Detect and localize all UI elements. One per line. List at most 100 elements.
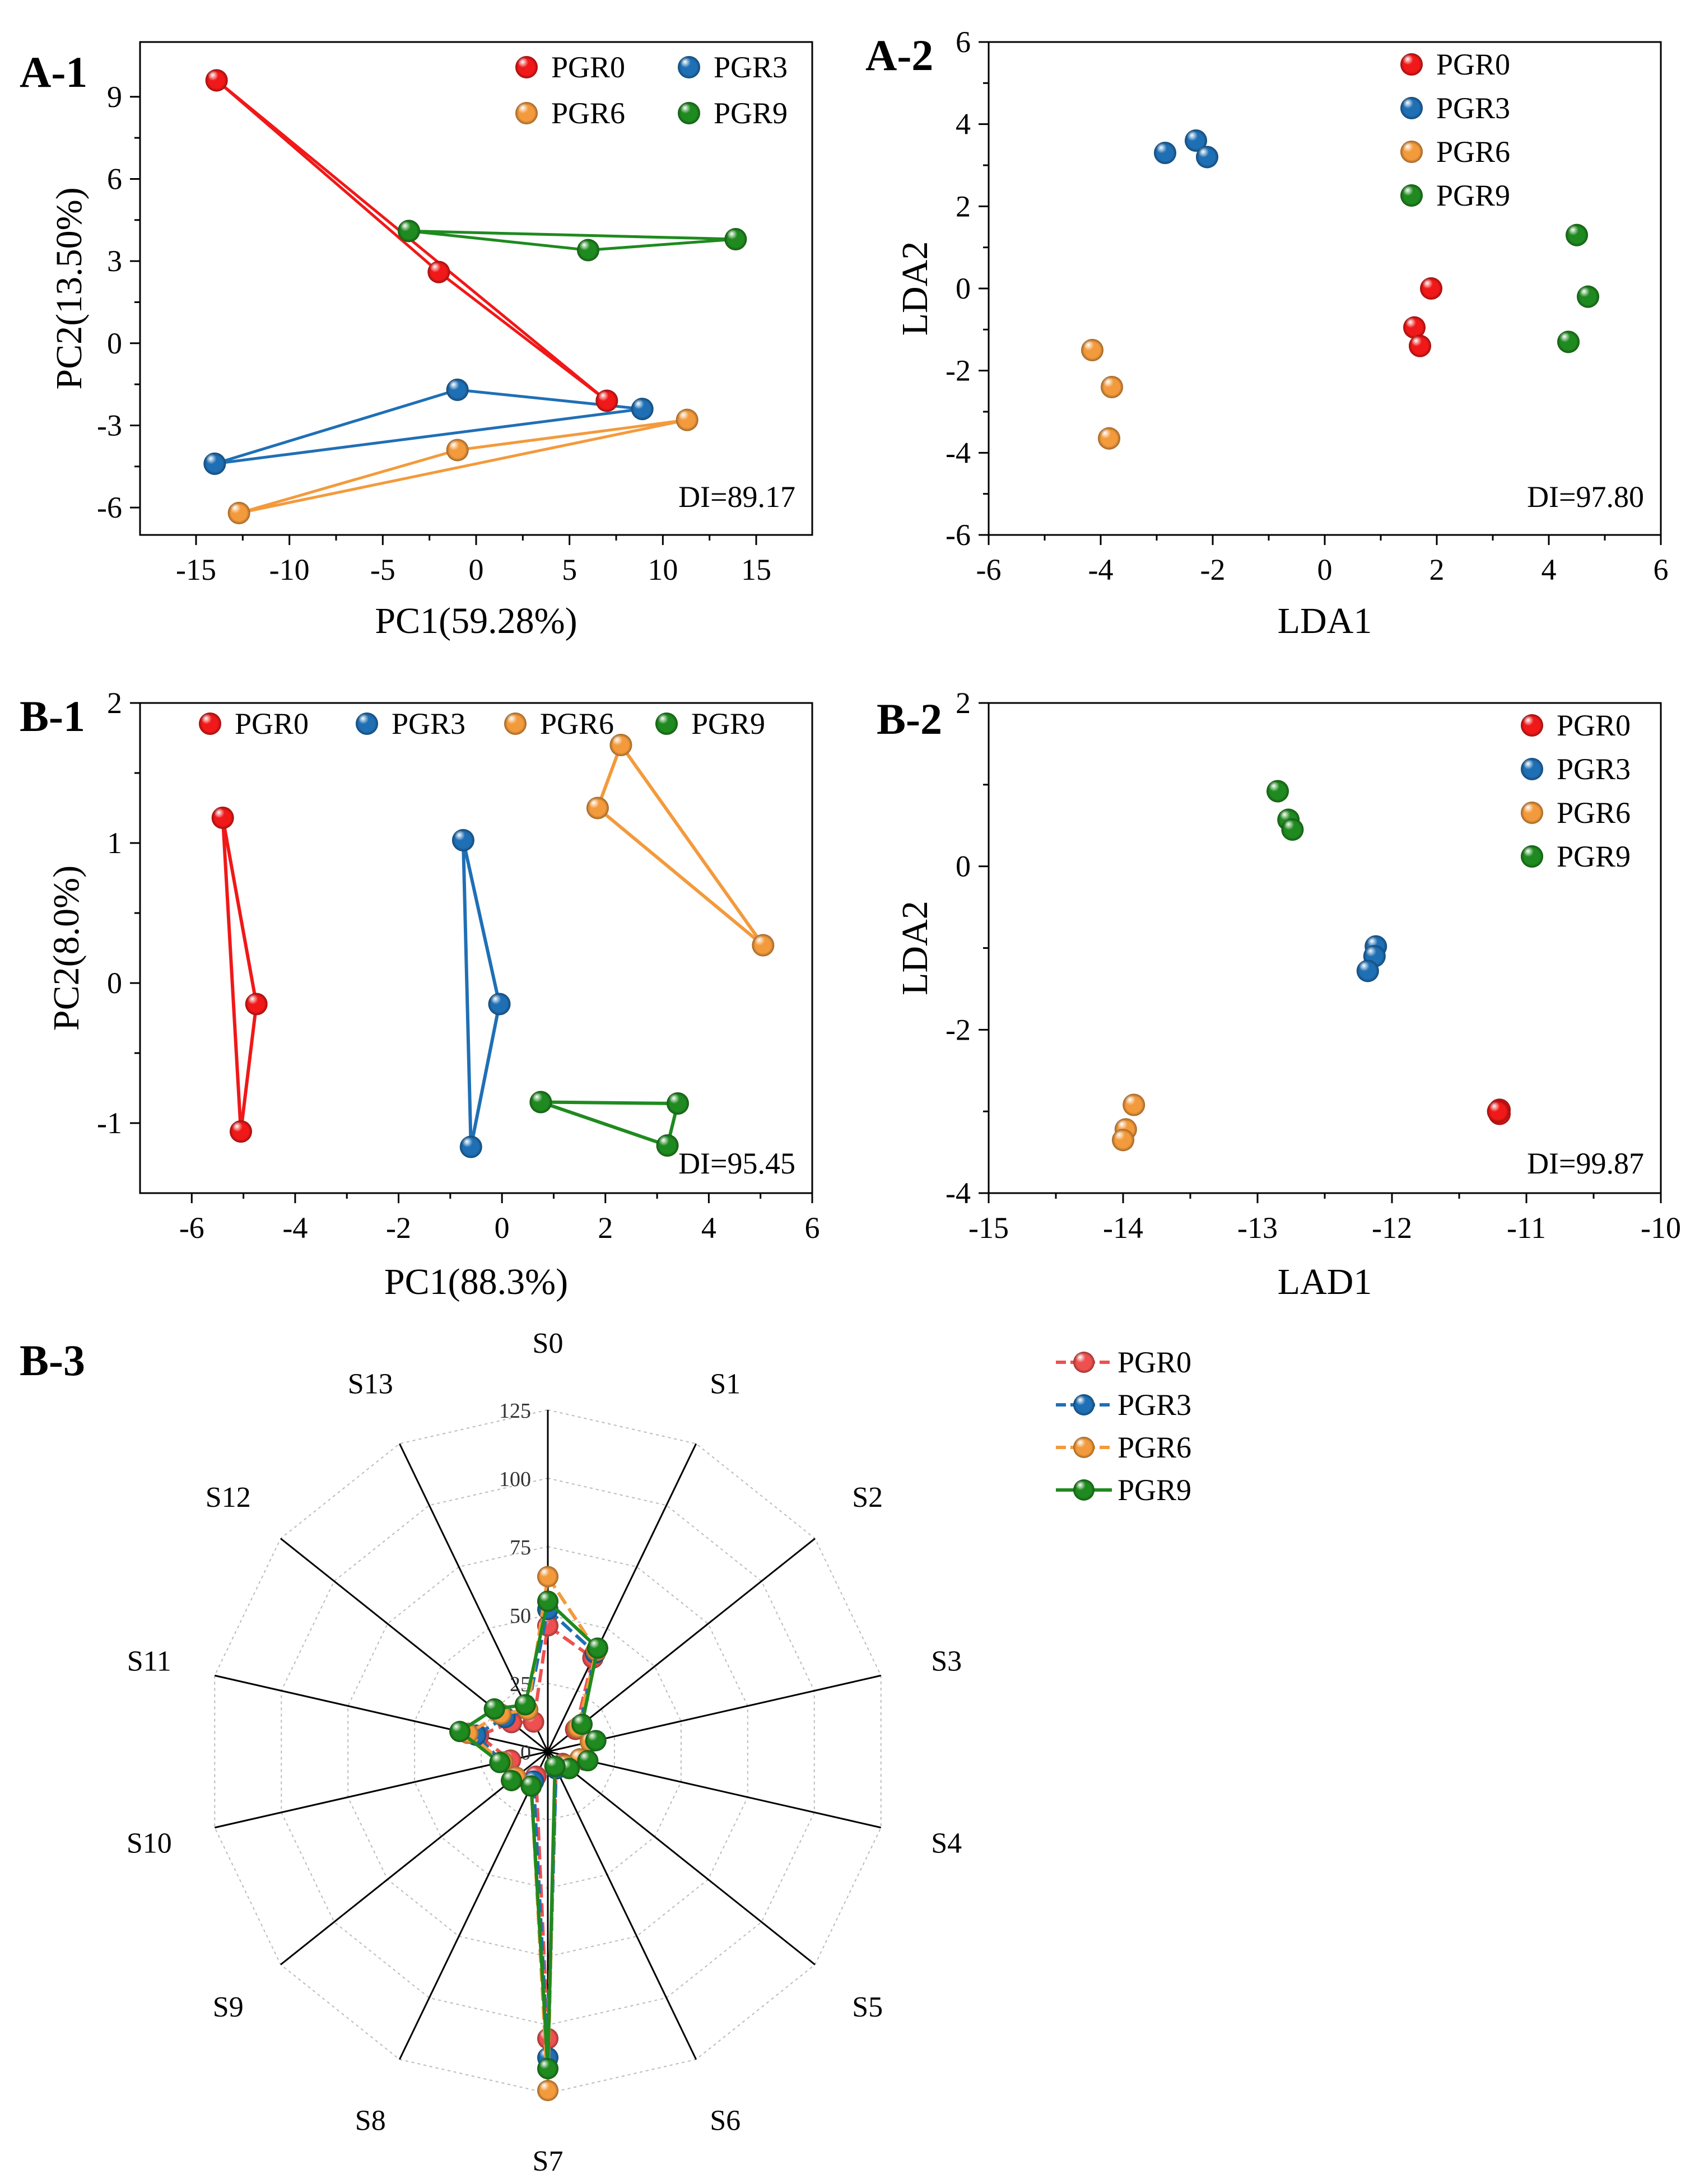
legend-marker-pgr0 xyxy=(1521,714,1543,737)
radar-point xyxy=(537,2058,558,2080)
y-tick-label: 0 xyxy=(107,327,122,360)
radar-axis-label-s6: S6 xyxy=(710,2105,741,2137)
legend-label: PGR6 xyxy=(1557,796,1631,830)
legend-marker-pgr6 xyxy=(1400,141,1423,163)
y-tick-label: 2 xyxy=(956,189,971,223)
x-axis-title: LAD1 xyxy=(1278,1261,1372,1302)
series-outline-pgr3 xyxy=(213,388,644,465)
y-tick-label: 0 xyxy=(956,272,971,305)
legend-marker-pgr0 xyxy=(1073,1352,1095,1373)
x-tick-label: 4 xyxy=(701,1211,716,1245)
data-point xyxy=(245,993,268,1016)
radar-axis-label-s2: S2 xyxy=(852,1482,883,1514)
legend-marker-pgr0 xyxy=(199,713,221,735)
y-tick-label: -6 xyxy=(97,491,122,524)
x-tick-label: -13 xyxy=(1237,1211,1278,1245)
data-point xyxy=(1577,285,1599,308)
y-axis: -4 -2 0 2 xyxy=(946,686,989,1210)
panel-label: B-1 xyxy=(20,692,85,741)
x-axis: -6 -4 -2 0 2 4 6 xyxy=(179,1193,820,1245)
x-axis-title: PC1(59.28%) xyxy=(375,600,577,641)
panel-b1: B-1 -6 -4 -2 0 2 4 6 -1 0 1 2 PC1(88.3%) PC2(8.0%) DI=… xyxy=(20,686,820,1302)
panel-b2: B-2 -15 -14 -13 -12 -11 -10 -4 -2 0 2 LAD1 LDA2 DI=99… xyxy=(877,686,1681,1302)
x-tick-label: -15 xyxy=(968,1211,1009,1245)
series-pgr9 xyxy=(398,220,747,262)
radar-axis-label-s5: S5 xyxy=(852,1991,883,2023)
radar-point xyxy=(501,1769,523,1791)
legend-label: PGR3 xyxy=(1117,1388,1191,1422)
legend-marker-pgr3 xyxy=(1400,97,1423,119)
data-point xyxy=(1420,277,1442,300)
radar-series-line xyxy=(474,1608,598,2060)
legend-label: PGR0 xyxy=(1436,48,1510,81)
series-outline-pgr3 xyxy=(461,839,501,1149)
radar-tick-label: 0 xyxy=(520,1741,531,1764)
legend-label: PGR9 xyxy=(1557,840,1631,873)
series-pgr3 xyxy=(451,829,511,1158)
y-tick-label: 9 xyxy=(107,80,122,114)
radar-axis-label-s3: S3 xyxy=(931,1646,962,1678)
legend-marker-pgr3 xyxy=(356,713,378,735)
x-tick-label: -12 xyxy=(1372,1211,1412,1245)
legend-label: PGR3 xyxy=(1436,91,1510,125)
radar-point xyxy=(577,1750,599,1772)
y-tick-label: 2 xyxy=(956,686,971,720)
legend-marker-pgr3 xyxy=(1521,758,1543,780)
y-tick-label: -4 xyxy=(946,1176,971,1210)
legend-marker-pgr0 xyxy=(515,56,538,78)
x-tick-label: -15 xyxy=(176,553,216,586)
data-point xyxy=(1081,339,1103,361)
x-axis-title: LDA1 xyxy=(1278,600,1372,641)
radar-axis-label-s13: S13 xyxy=(348,1368,393,1400)
legend-label: PGR9 xyxy=(691,707,765,741)
legend-label: PGR3 xyxy=(714,50,788,84)
di-annotation: DI=89.17 xyxy=(678,480,795,514)
data-point xyxy=(595,389,618,412)
radar-series-line xyxy=(466,1575,598,2093)
legend-label: PGR6 xyxy=(540,707,614,741)
legend-label: PGR0 xyxy=(1557,709,1631,742)
data-point xyxy=(667,1092,689,1115)
data-point xyxy=(1112,1129,1134,1152)
y-tick-label: -4 xyxy=(946,436,971,469)
data-point xyxy=(609,734,632,756)
panel-b3: B-30255075100125S0S1S2S3S4S5S6S7S8S9S10S… xyxy=(20,1328,1191,2177)
legend: PGR0 PGR3 PGR6 PGR9 xyxy=(515,50,788,130)
legend: PGR0 PGR3 PGR6 PGR9 xyxy=(199,707,765,741)
x-tick-label: -6 xyxy=(179,1211,204,1245)
legend-marker-pgr9 xyxy=(1400,184,1423,207)
panel-label: B-2 xyxy=(877,695,942,743)
data-point xyxy=(1281,818,1304,841)
series-outline-pgr9 xyxy=(407,229,737,252)
x-tick-label: 6 xyxy=(805,1211,820,1245)
radar-tick-label: 100 xyxy=(499,1468,531,1491)
x-tick-label: -14 xyxy=(1103,1211,1143,1245)
di-annotation: DI=95.45 xyxy=(678,1147,795,1180)
plot-frame xyxy=(988,41,1662,536)
x-tick-label: 4 xyxy=(1542,553,1557,586)
radar-axis-label-s1: S1 xyxy=(710,1368,741,1400)
series-outline-pgr6 xyxy=(238,418,689,515)
data-point xyxy=(676,408,699,431)
radar-point xyxy=(483,1698,505,1720)
y-axis: -6 -3 0 3 6 9 xyxy=(97,80,140,524)
radar-axis-label-s0: S0 xyxy=(533,1328,564,1359)
y-tick-label: -3 xyxy=(97,408,122,442)
series-pgr6 xyxy=(227,408,699,524)
legend-marker-pgr6 xyxy=(515,102,538,124)
radar-axis-label-s10: S10 xyxy=(127,1827,172,1859)
y-axis-title: LDA2 xyxy=(895,901,935,995)
series-pgr6 xyxy=(586,734,775,957)
legend-label: PGR3 xyxy=(1557,752,1631,786)
legend-label: PGR9 xyxy=(1117,1473,1191,1507)
data-point xyxy=(656,1134,679,1157)
radar-point xyxy=(537,2080,558,2102)
data-point xyxy=(1123,1093,1145,1116)
legend-label: PGR6 xyxy=(1436,135,1510,169)
legend-marker-pgr9 xyxy=(655,713,678,735)
legend-marker-pgr3 xyxy=(678,56,700,78)
legend-marker-pgr9 xyxy=(1521,845,1543,868)
legend-marker-pgr6 xyxy=(1073,1437,1095,1458)
data-point xyxy=(1196,146,1218,169)
